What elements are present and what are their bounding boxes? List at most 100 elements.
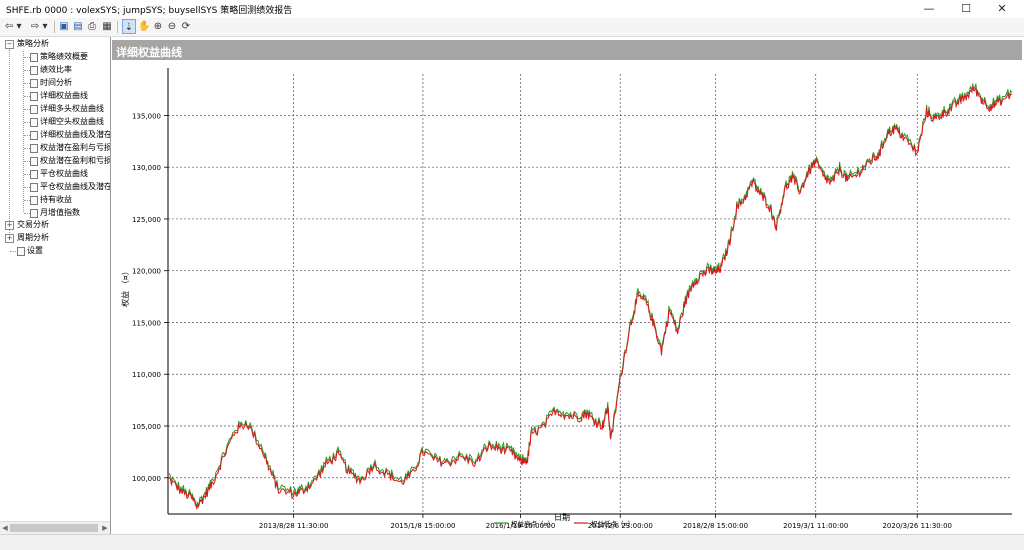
report-icon bbox=[30, 209, 38, 218]
tree-item-label: 平仓权益曲线及潜在 bbox=[40, 182, 111, 191]
tree-item-label: 详细多头权益曲线 bbox=[40, 104, 104, 113]
report-icon bbox=[30, 92, 38, 101]
report-icon bbox=[30, 79, 38, 88]
tree-item-equity-curve-potential[interactable]: 详细权益曲线及潜在 bbox=[0, 129, 110, 141]
y-tick-label: 120,000 bbox=[132, 268, 161, 276]
y-tick-label: 115,000 bbox=[132, 319, 161, 327]
chart-axes: 100,000 105,000 110,000 115,000 120,000 125,0… bbox=[132, 68, 1012, 530]
toolbar: ⇦ ▾ ⇨ ▾ ▣ ▤ ⎙ ▦ ⇣ ✋ ⊕ ⊖ ⟳ bbox=[0, 18, 1024, 37]
scroll-left-icon[interactable]: ◀ bbox=[2, 524, 8, 532]
tree-item-label: 详细权益曲线 bbox=[40, 91, 88, 100]
title-bar: SHFE.rb 0000 : volexSYS; jumpSYS; buysel… bbox=[0, 0, 1024, 18]
tree-item-potential-profit-loss[interactable]: 权益潜在盈利与亏损 bbox=[0, 142, 110, 154]
sidebar: − 策略分析 策略绩效概要 绩效比率 时间分析 详细权益曲线 详细多头权益曲线 … bbox=[0, 37, 111, 534]
x-tick-label: 2016/1/19 15:00:00 bbox=[486, 522, 556, 530]
pan-icon[interactable]: ✋ bbox=[138, 21, 151, 32]
settings-icon bbox=[17, 247, 25, 256]
report-icon bbox=[30, 53, 38, 62]
report-icon bbox=[30, 144, 38, 153]
tree-item-potential-profit-and-loss[interactable]: 权益潜在盈利和亏损 bbox=[0, 155, 110, 167]
tree-item-label: 详细空头权益曲线 bbox=[40, 117, 104, 126]
maximize-button[interactable]: ☐ bbox=[961, 2, 971, 15]
x-tick-label: 2020/3/26 11:30:00 bbox=[882, 522, 952, 530]
status-bar bbox=[0, 534, 1024, 550]
tree-group-label: 策略分析 bbox=[17, 39, 49, 48]
y-tick-label: 100,000 bbox=[132, 475, 161, 483]
y-tick-label: 135,000 bbox=[132, 112, 161, 120]
tree-line bbox=[23, 51, 24, 212]
chart-series bbox=[167, 83, 1013, 510]
sidebar-scrollbar[interactable]: ◀ ▶ bbox=[0, 521, 110, 534]
tree-item-label: 月增值指数 bbox=[40, 208, 80, 217]
equity-high-line bbox=[167, 83, 1013, 508]
close-button[interactable]: ✕ bbox=[997, 2, 1007, 15]
y-tick-label: 105,000 bbox=[132, 423, 161, 431]
back-arrow-icon[interactable]: ⇦ bbox=[4, 21, 14, 32]
export-icon[interactable]: ▤ bbox=[73, 21, 83, 32]
y-tick-label: 125,000 bbox=[132, 216, 161, 224]
tree-item-label: 权益潜在盈利与亏损 bbox=[40, 143, 111, 152]
scrollbar-thumb[interactable] bbox=[10, 524, 98, 532]
report-icon bbox=[30, 105, 38, 114]
tree-item-closed-equity-potential[interactable]: 平仓权益曲线及潜在 bbox=[0, 181, 110, 193]
expand-icon[interactable]: + bbox=[5, 221, 14, 230]
tree-item-label: 时间分析 bbox=[40, 78, 72, 87]
tree-item-equity-curve[interactable]: 详细权益曲线 bbox=[0, 90, 110, 102]
tree-item-settings[interactable]: 设置 bbox=[0, 245, 110, 257]
print-icon[interactable]: ⎙ bbox=[88, 21, 96, 32]
panel-header: 详细权益曲线 bbox=[112, 40, 1022, 60]
toolbar-separator bbox=[117, 21, 118, 33]
tree-item-label: 设置 bbox=[27, 246, 43, 255]
y-tick-label: 110,000 bbox=[132, 371, 161, 379]
x-tick-label: 2017/2/6 23:00:00 bbox=[588, 522, 653, 530]
zoom-out-icon[interactable]: ⊖ bbox=[167, 21, 177, 32]
minimize-button[interactable]: — bbox=[923, 2, 935, 15]
tree-line bbox=[9, 49, 10, 235]
tree-item-label: 绩效比率 bbox=[40, 65, 72, 74]
tree-item-long-equity-curve[interactable]: 详细多头权益曲线 bbox=[0, 103, 110, 115]
equity-chart[interactable]: 100,000 105,000 110,000 115,000 120,000 125,0… bbox=[112, 62, 1022, 532]
chart-grid bbox=[168, 74, 1012, 514]
cursor-icon[interactable]: ⇣ bbox=[122, 19, 136, 34]
tree-item-closed-equity-curve[interactable]: 平仓权益曲线 bbox=[0, 168, 110, 180]
save-icon[interactable]: ▣ bbox=[59, 21, 69, 32]
x-tick-label: 2013/8/28 11:30:00 bbox=[259, 522, 329, 530]
tree-group-strategy[interactable]: − 策略分析 bbox=[0, 38, 110, 50]
collapse-icon[interactable]: − bbox=[5, 40, 14, 49]
tree-item-label: 权益潜在盈利和亏损 bbox=[40, 156, 111, 165]
tree-item-performance-summary[interactable]: 策略绩效概要 bbox=[0, 51, 110, 63]
chart-legend: 权益高点（¤） 权益低点（¤） bbox=[494, 519, 634, 528]
forward-dropdown-icon[interactable]: ▾ bbox=[42, 21, 48, 32]
forward-arrow-icon[interactable]: ⇨ bbox=[30, 21, 40, 32]
refresh-icon[interactable]: ⟳ bbox=[181, 21, 191, 32]
view-icon[interactable]: ▦ bbox=[102, 21, 112, 32]
chart-panel: 详细权益曲线 100,000 105,000 110,000 115,000 120,0… bbox=[112, 37, 1024, 534]
tree-item-label: 持有收益 bbox=[40, 195, 72, 204]
tree-item-time-analysis[interactable]: 时间分析 bbox=[0, 77, 110, 89]
tree-item-label: 详细权益曲线及潜在 bbox=[40, 130, 111, 139]
scroll-right-icon[interactable]: ▶ bbox=[102, 524, 108, 532]
x-tick-label: 2019/3/1 11:00:00 bbox=[783, 522, 848, 530]
window-title: SHFE.rb 0000 : volexSYS; jumpSYS; buysel… bbox=[6, 6, 293, 16]
report-icon bbox=[30, 66, 38, 75]
back-dropdown-icon[interactable]: ▾ bbox=[16, 21, 22, 32]
tree-item-holding-return[interactable]: 持有收益 bbox=[0, 194, 110, 206]
tree-item-short-equity-curve[interactable]: 详细空头权益曲线 bbox=[0, 116, 110, 128]
report-icon bbox=[30, 170, 38, 179]
expand-icon[interactable]: + bbox=[5, 234, 14, 243]
y-tick-label: 130,000 bbox=[132, 164, 161, 172]
report-icon bbox=[30, 131, 38, 140]
report-icon bbox=[30, 196, 38, 205]
legend-label: 权益高点（¤） bbox=[511, 519, 554, 528]
tree-item-label: 平仓权益曲线 bbox=[40, 169, 88, 178]
tree-item-performance-ratio[interactable]: 绩效比率 bbox=[0, 64, 110, 76]
report-icon bbox=[30, 157, 38, 166]
tree-item-monthly-index[interactable]: 月增值指数 bbox=[0, 207, 110, 219]
legend-label: 权益低点（¤） bbox=[591, 519, 634, 528]
zoom-in-icon[interactable]: ⊕ bbox=[153, 21, 163, 32]
y-axis-label: 权益 （¤） bbox=[120, 267, 130, 307]
tree-group-trade[interactable]: + 交易分析 bbox=[0, 219, 110, 231]
toolbar-separator bbox=[54, 21, 55, 33]
tree-group-period[interactable]: + 周期分析 bbox=[0, 232, 110, 244]
tree-item-label: 策略绩效概要 bbox=[40, 52, 88, 61]
